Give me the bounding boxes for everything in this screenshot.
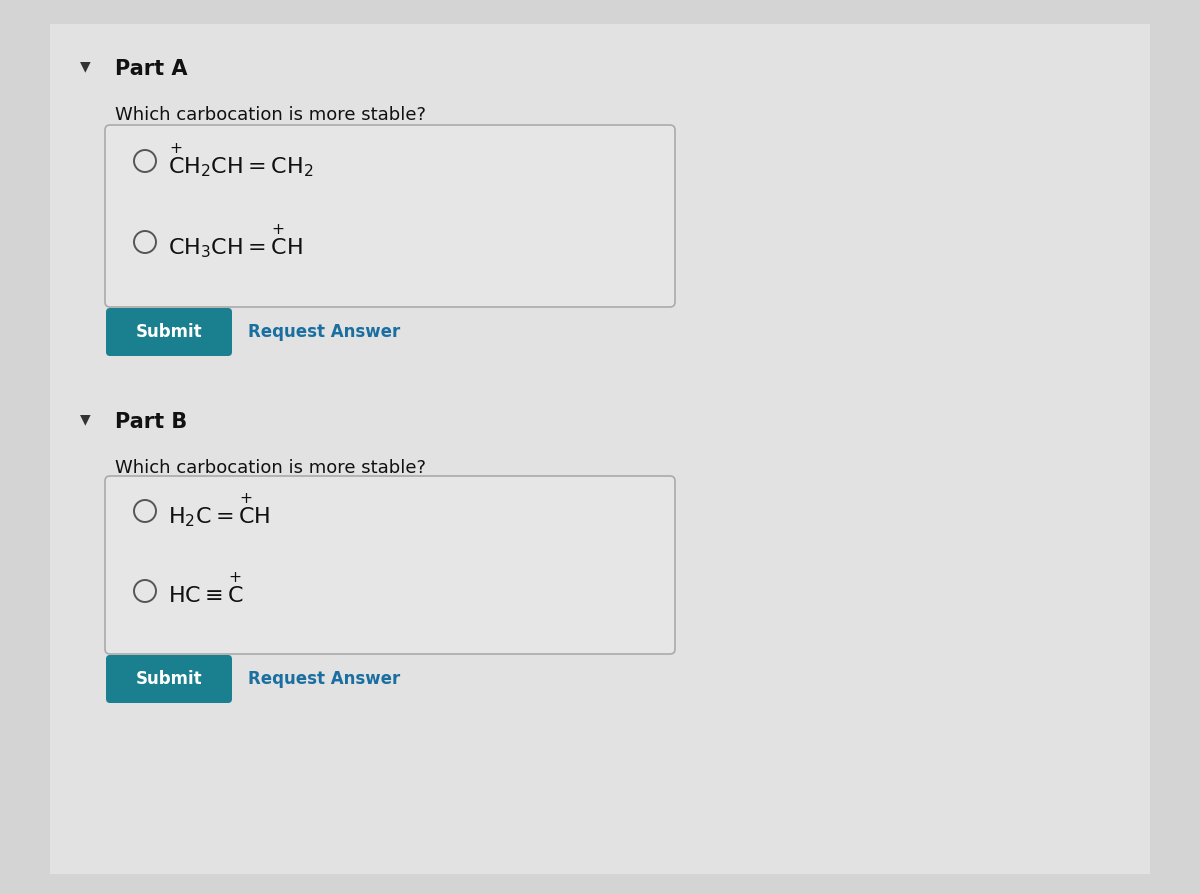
Text: $\mathrm{CH_3CH{=}}\overset{+}{\mathrm{C}}\mathrm{H}$: $\mathrm{CH_3CH{=}}\overset{+}{\mathrm{C…	[168, 223, 302, 261]
Text: Submit: Submit	[136, 670, 203, 688]
Text: ▼: ▼	[79, 412, 90, 426]
Text: Part A: Part A	[115, 59, 187, 79]
Text: $\mathrm{HC{\equiv}}\overset{+}{\mathrm{C}}$: $\mathrm{HC{\equiv}}\overset{+}{\mathrm{…	[168, 573, 244, 609]
Text: Submit: Submit	[136, 323, 203, 341]
Text: Request Answer: Request Answer	[248, 323, 401, 341]
Text: Which carbocation is more stable?: Which carbocation is more stable?	[115, 459, 426, 477]
Text: Request Answer: Request Answer	[248, 670, 401, 688]
Text: ▼: ▼	[79, 59, 90, 73]
Text: $\overset{+}{\mathrm{C}}\mathrm{H_2CH{=}CH_2}$: $\overset{+}{\mathrm{C}}\mathrm{H_2CH{=}…	[168, 141, 313, 181]
FancyBboxPatch shape	[50, 24, 1150, 874]
FancyBboxPatch shape	[106, 476, 674, 654]
Text: Which carbocation is more stable?: Which carbocation is more stable?	[115, 106, 426, 124]
FancyBboxPatch shape	[106, 125, 674, 307]
Text: Part B: Part B	[115, 412, 187, 432]
Text: $\mathrm{H_2C{=}}\overset{+}{\mathrm{C}}\mathrm{H}$: $\mathrm{H_2C{=}}\overset{+}{\mathrm{C}}…	[168, 492, 270, 530]
FancyBboxPatch shape	[106, 308, 232, 356]
FancyBboxPatch shape	[106, 655, 232, 703]
